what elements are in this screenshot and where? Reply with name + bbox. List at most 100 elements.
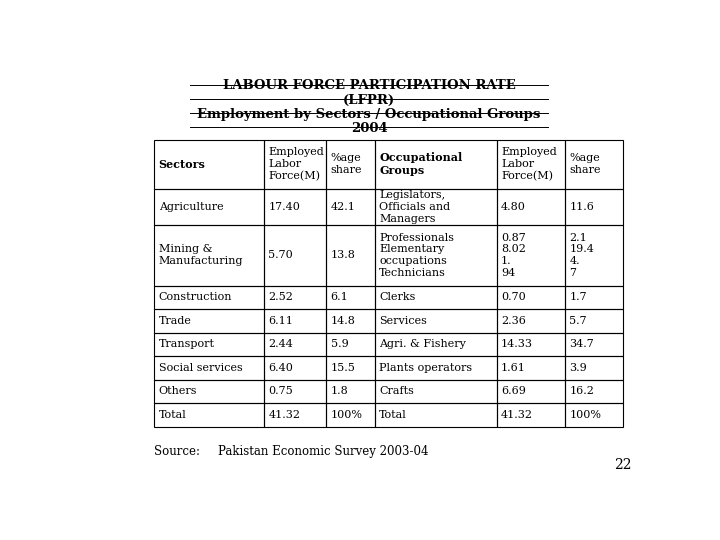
Bar (564, 356, 623, 380)
Text: 1.61: 1.61 (501, 363, 526, 373)
Text: 0.75: 0.75 (269, 386, 293, 396)
Text: Employment by Sectors / Occupational Groups: Employment by Sectors / Occupational Gro… (197, 107, 541, 120)
Text: 41.32: 41.32 (269, 410, 300, 420)
Text: 5.7: 5.7 (570, 316, 587, 326)
Text: 6.11: 6.11 (269, 316, 293, 326)
Text: Mining &
Manufacturing: Mining & Manufacturing (158, 245, 243, 266)
Text: Employed
Labor
Force(M): Employed Labor Force(M) (501, 147, 557, 181)
Text: LABOUR FORCE PARTICIPATION RATE: LABOUR FORCE PARTICIPATION RATE (222, 79, 516, 92)
Text: Plants operators: Plants operators (379, 363, 472, 373)
Text: Occupational
Groups: Occupational Groups (379, 152, 462, 176)
Text: 3.9: 3.9 (570, 363, 587, 373)
Bar (326, 309, 375, 333)
Text: 2.52: 2.52 (269, 292, 293, 302)
Bar (564, 380, 623, 403)
Text: 15.5: 15.5 (330, 363, 356, 373)
Bar (154, 286, 264, 309)
Bar (326, 356, 375, 380)
Bar (326, 140, 375, 189)
Text: 6.1: 6.1 (330, 292, 348, 302)
Bar (154, 403, 264, 427)
Text: 6.69: 6.69 (501, 386, 526, 396)
Text: Total: Total (379, 410, 407, 420)
Text: %age
share: %age share (570, 153, 600, 175)
Bar (375, 189, 497, 225)
Bar (154, 380, 264, 403)
Text: Agriculture: Agriculture (158, 202, 223, 212)
Text: Source:: Source: (154, 446, 200, 458)
Text: Total: Total (158, 410, 186, 420)
Bar (497, 286, 564, 309)
Text: 6.40: 6.40 (269, 363, 293, 373)
Bar (497, 309, 564, 333)
Text: 1.8: 1.8 (330, 386, 348, 396)
Text: 100%: 100% (330, 410, 363, 420)
Bar (326, 189, 375, 225)
Bar (375, 356, 497, 380)
Text: Services: Services (379, 316, 427, 326)
Text: Trade: Trade (158, 316, 192, 326)
Text: 13.8: 13.8 (330, 250, 356, 260)
Bar (375, 309, 497, 333)
Text: Crafts: Crafts (379, 386, 414, 396)
Bar (264, 380, 326, 403)
Bar (264, 286, 326, 309)
Bar (154, 333, 264, 356)
Text: 22: 22 (613, 458, 631, 472)
Bar (326, 333, 375, 356)
Bar (326, 380, 375, 403)
Bar (154, 309, 264, 333)
Bar (326, 286, 375, 309)
Bar (375, 380, 497, 403)
Text: Transport: Transport (158, 339, 215, 349)
Text: 34.7: 34.7 (570, 339, 594, 349)
Text: %age
share: %age share (330, 153, 362, 175)
Bar (497, 333, 564, 356)
Bar (564, 286, 623, 309)
Bar (497, 380, 564, 403)
Text: Employed
Labor
Force(M): Employed Labor Force(M) (269, 147, 324, 181)
Text: 5.9: 5.9 (330, 339, 348, 349)
Bar (564, 403, 623, 427)
Bar (264, 189, 326, 225)
Bar (375, 333, 497, 356)
Text: 2.36: 2.36 (501, 316, 526, 326)
Text: Sectors: Sectors (158, 159, 205, 170)
Bar (564, 333, 623, 356)
Text: 41.32: 41.32 (501, 410, 533, 420)
Text: 5.70: 5.70 (269, 250, 293, 260)
Text: 17.40: 17.40 (269, 202, 300, 212)
Text: Agri. & Fishery: Agri. & Fishery (379, 339, 467, 349)
Text: Social services: Social services (158, 363, 243, 373)
Text: 1.7: 1.7 (570, 292, 587, 302)
Text: 100%: 100% (570, 410, 601, 420)
Text: Pakistan Economic Survey 2003-04: Pakistan Economic Survey 2003-04 (218, 446, 429, 458)
Bar (497, 189, 564, 225)
Text: Professionals
Elementary
occupations
Technicians: Professionals Elementary occupations Tec… (379, 233, 454, 278)
Text: 4.80: 4.80 (501, 202, 526, 212)
Text: Clerks: Clerks (379, 292, 415, 302)
Text: 0.87
8.02
1.
94: 0.87 8.02 1. 94 (501, 233, 526, 278)
Text: (LFPR): (LFPR) (343, 94, 395, 107)
Bar (264, 333, 326, 356)
Bar (564, 189, 623, 225)
Bar (375, 403, 497, 427)
Bar (497, 403, 564, 427)
Bar (326, 225, 375, 286)
Bar (154, 189, 264, 225)
Bar (264, 356, 326, 380)
Text: 11.6: 11.6 (570, 202, 594, 212)
Bar (326, 403, 375, 427)
Text: 16.2: 16.2 (570, 386, 594, 396)
Text: 2004: 2004 (351, 122, 387, 135)
Bar (264, 309, 326, 333)
Text: 2.1
19.4
4.
7: 2.1 19.4 4. 7 (570, 233, 594, 278)
Text: Construction: Construction (158, 292, 232, 302)
Bar (497, 356, 564, 380)
Text: 14.33: 14.33 (501, 339, 533, 349)
Bar (564, 309, 623, 333)
Text: 2.44: 2.44 (269, 339, 293, 349)
Bar (375, 286, 497, 309)
Text: Others: Others (158, 386, 197, 396)
Text: 14.8: 14.8 (330, 316, 356, 326)
